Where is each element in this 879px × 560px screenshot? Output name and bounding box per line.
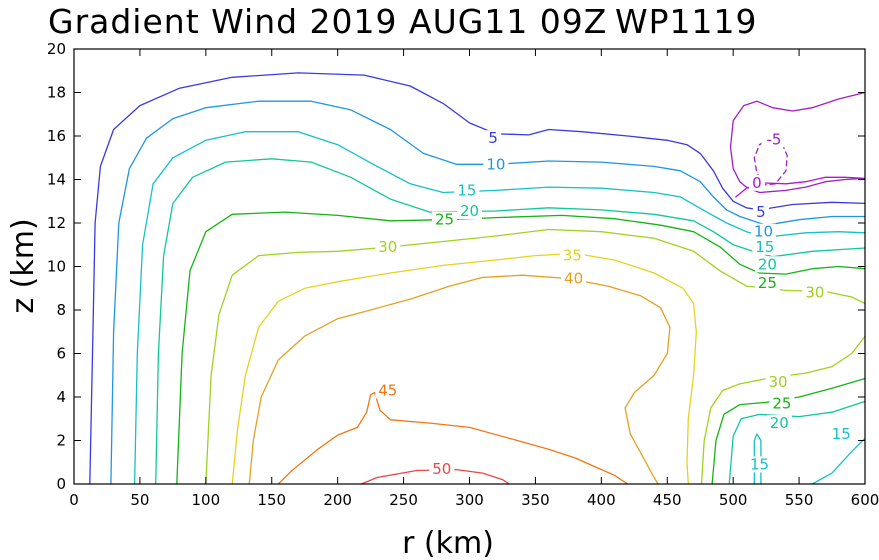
contour-label-25: 25 xyxy=(772,395,791,413)
y-tick-label: 4 xyxy=(56,388,66,406)
contour-label-15: 15 xyxy=(750,455,769,473)
contour-label-bg xyxy=(761,131,787,148)
contour-label-bg xyxy=(457,203,482,219)
contour-label-10: 10 xyxy=(754,223,773,241)
storm-id: WP1119 xyxy=(615,2,758,41)
contour-line-30-5-1 xyxy=(700,335,866,485)
contour-label-5: 5 xyxy=(488,129,498,147)
y-axis-label: z (km) xyxy=(6,218,41,313)
contour-label-bg xyxy=(559,247,585,264)
x-tick-label: 0 xyxy=(69,491,79,509)
contour-label-bg xyxy=(769,395,795,412)
contour-label-30: 30 xyxy=(805,284,824,302)
contour-label-bg xyxy=(375,382,401,399)
contour-label-35: 35 xyxy=(563,247,582,265)
contour-label-layer: 5510101515151520202025252530303035404550… xyxy=(375,129,854,478)
x-tick-label: 450 xyxy=(653,491,682,509)
contour-label-bg xyxy=(483,156,509,173)
contour-label-10: 10 xyxy=(486,155,505,173)
contour-label-30: 30 xyxy=(768,373,787,391)
contour-label-bg xyxy=(765,373,791,390)
contour-line-25-4-0 xyxy=(176,211,866,485)
contour-label-bg xyxy=(754,256,780,273)
contour-label-40: 40 xyxy=(564,270,583,288)
contour-label-15: 15 xyxy=(457,181,476,199)
contour-line-35-6-0 xyxy=(231,252,697,485)
contour-line-20-3-1 xyxy=(728,400,866,485)
x-tick-label: 500 xyxy=(719,491,748,509)
contour-line-50-9-0 xyxy=(360,468,510,485)
y-tick-label: 10 xyxy=(47,258,66,276)
contour-line-5-0-0 xyxy=(89,72,866,485)
contour-line-10-1-0 xyxy=(110,100,866,485)
y-tick-label: 18 xyxy=(47,84,66,102)
contour-label-bg xyxy=(432,211,457,228)
y-tick-label: 0 xyxy=(56,475,66,493)
x-tick-label: 400 xyxy=(587,491,616,509)
contour-label-5: 5 xyxy=(756,203,766,221)
contour-label-20: 20 xyxy=(460,202,479,220)
x-tick-label: 600 xyxy=(851,491,879,509)
contour-label-bg xyxy=(752,238,778,255)
y-tick-label: 2 xyxy=(56,432,66,450)
contour-line-15-2-2 xyxy=(753,433,762,485)
x-axis-label: r (km) xyxy=(402,526,494,560)
chart-title: Gradient Wind 2019 AUG11 09Z xyxy=(48,2,607,41)
x-tick-label: 350 xyxy=(521,491,550,509)
contour-label-15: 15 xyxy=(832,425,851,443)
contour-label-bg xyxy=(752,204,769,221)
contour-layer xyxy=(89,72,866,485)
contour-label-neg5: -5 xyxy=(767,130,782,148)
contour-label-bg xyxy=(375,238,401,255)
contour-label-bg xyxy=(828,426,854,442)
contour-label-bg xyxy=(754,274,780,291)
contour-label-50: 50 xyxy=(432,460,451,478)
contour-label-25: 25 xyxy=(758,274,777,292)
contour-label-20: 20 xyxy=(758,255,777,273)
contour-line-15-2-1 xyxy=(811,437,866,485)
x-tick-label: 150 xyxy=(257,491,286,509)
contour-line-neg5-11-0 xyxy=(729,91,866,194)
contour-label-bg xyxy=(802,284,828,301)
contour-label-bg xyxy=(747,456,772,473)
contour-label-15: 15 xyxy=(755,238,774,256)
contour-label-45: 45 xyxy=(378,382,397,400)
y-tick-label: 8 xyxy=(56,301,66,319)
contour-line-40-7-0 xyxy=(248,274,671,485)
contour-label-bg xyxy=(766,415,792,432)
x-tick-label: 50 xyxy=(130,491,149,509)
contour-label-25: 25 xyxy=(435,211,454,229)
x-tick-label: 200 xyxy=(323,491,352,509)
tick-layer: 0 50 100 150 200 250 300 350 400 450 500 550 6000246… xyxy=(47,40,879,509)
y-tick-label: 6 xyxy=(56,345,66,363)
y-tick-label: 12 xyxy=(47,214,66,232)
contour-label-bg xyxy=(561,270,587,287)
contour-label-bg xyxy=(429,461,455,478)
x-tick-label: 100 xyxy=(192,491,221,509)
contour-label-bg xyxy=(751,223,776,240)
contour-label-30: 30 xyxy=(378,238,397,256)
contour-label-20: 20 xyxy=(770,414,789,432)
contour-label-bg xyxy=(748,174,765,191)
x-tick-label: 550 xyxy=(785,491,814,509)
contour-label-bg xyxy=(485,130,502,147)
contour-line-25-4-1 xyxy=(711,377,866,485)
contour-label-0: 0 xyxy=(752,174,762,192)
x-tick-label: 250 xyxy=(389,491,418,509)
contour-line-45-8-0 xyxy=(277,391,629,485)
contour-label-bg xyxy=(454,182,480,199)
y-tick-label: 20 xyxy=(47,40,66,58)
x-tick-label: 300 xyxy=(455,491,484,509)
y-tick-label: 16 xyxy=(47,127,66,145)
y-tick-label: 14 xyxy=(47,171,66,189)
